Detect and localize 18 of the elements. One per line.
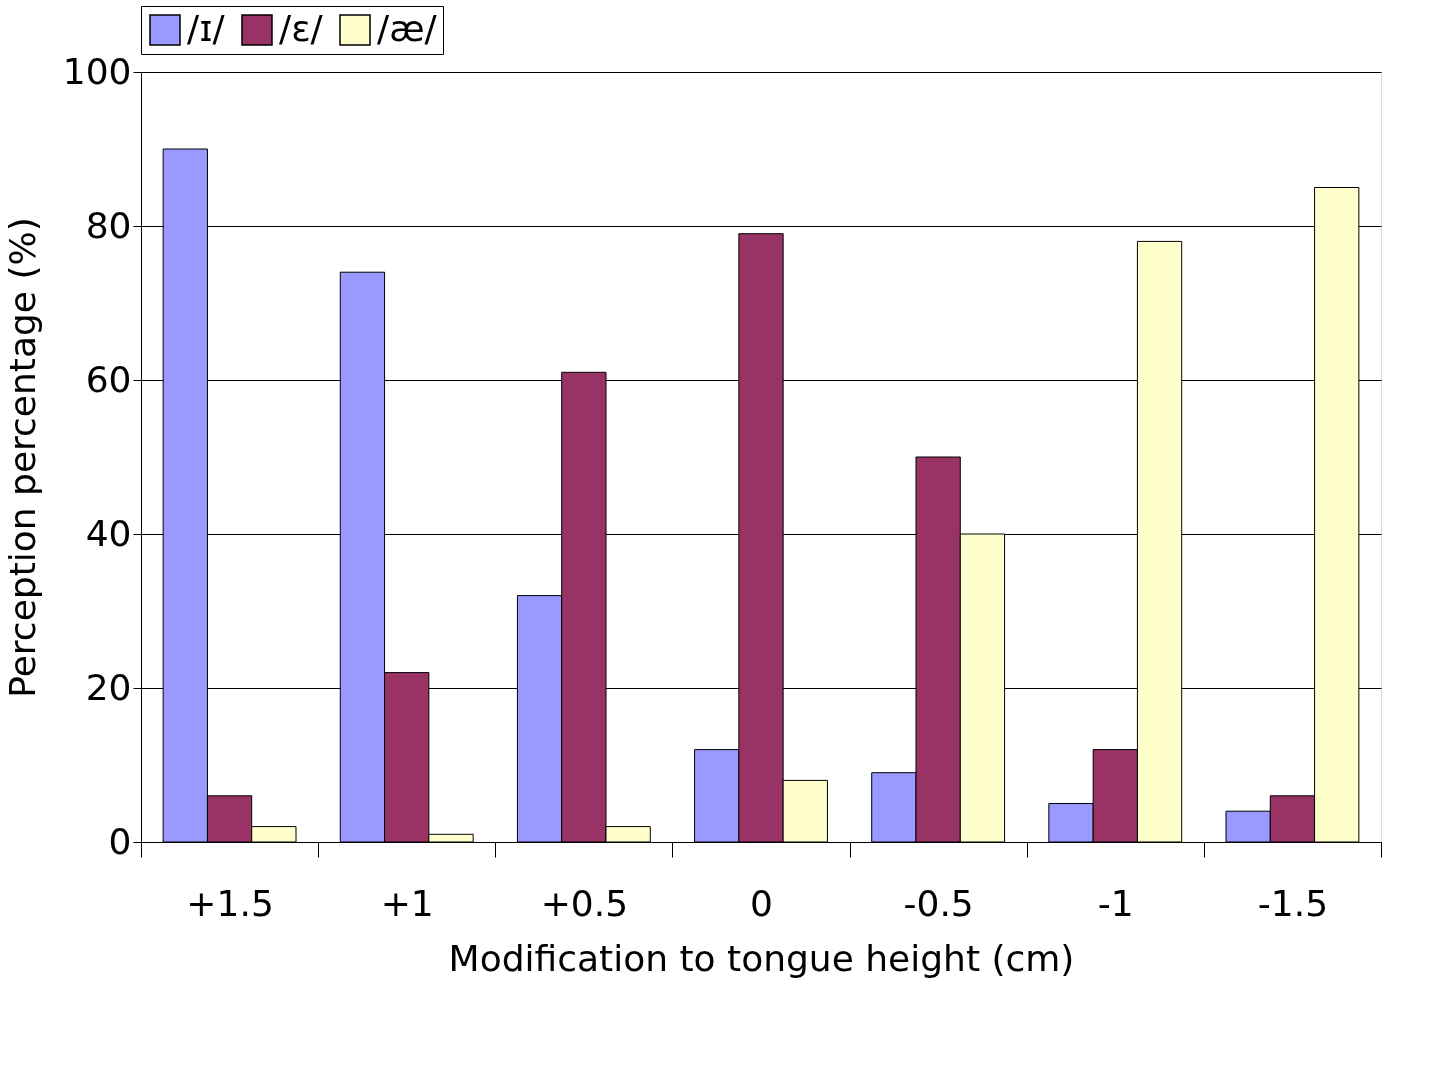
x-tick-label: +1 <box>380 882 434 924</box>
x-tick-label: 0 <box>750 882 773 924</box>
x-tick-label: +0.5 <box>540 882 629 924</box>
y-tick-label: 40 <box>85 512 132 554</box>
x-axis-title: Modification to tongue height (cm) <box>448 937 1075 979</box>
x-tick-label: -1.5 <box>1257 882 1329 924</box>
y-tick-label: 60 <box>85 358 132 400</box>
y-tick-label: 0 <box>108 820 132 862</box>
legend-label: /ɪ/ <box>187 8 226 49</box>
legend-label: /ɛ/ <box>279 8 324 49</box>
y-tick-label: 100 <box>62 50 132 92</box>
legend-label: /æ/ <box>377 8 438 49</box>
y-tick-label: 20 <box>85 666 132 708</box>
x-tick-label: -1 <box>1097 882 1134 924</box>
y-tick-label: 80 <box>85 204 132 246</box>
x-tick-label: +1.5 <box>186 882 274 924</box>
y-axis-title: Perception percentage (%) <box>1 217 43 698</box>
x-tick-label: -0.5 <box>903 882 974 924</box>
